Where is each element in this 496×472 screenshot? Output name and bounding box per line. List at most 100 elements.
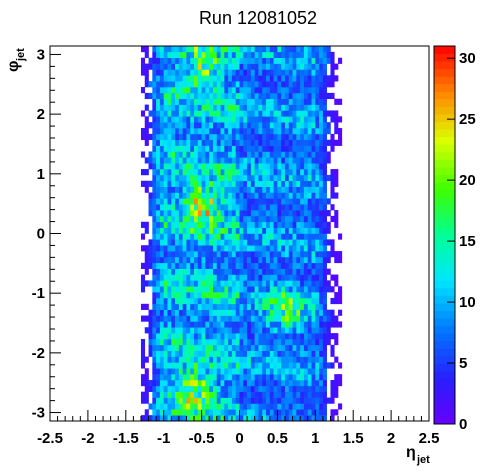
heatmap-cell xyxy=(159,151,164,158)
heatmap-cell xyxy=(186,75,191,82)
heatmap-cell xyxy=(281,397,286,404)
heatmap-cell xyxy=(296,104,301,111)
heatmap-cell xyxy=(194,362,199,369)
heatmap-cell xyxy=(159,379,164,387)
heatmap-cell xyxy=(330,63,335,70)
heatmap-cell xyxy=(224,333,229,340)
heatmap-cell xyxy=(284,280,290,287)
heatmap-cell xyxy=(303,415,309,422)
heatmap-cell xyxy=(300,379,305,387)
heatmap-cell xyxy=(197,315,202,322)
heatmap-cell xyxy=(224,57,229,64)
heatmap-cell xyxy=(220,409,225,416)
heatmap-cell xyxy=(194,344,199,351)
heatmap-cell xyxy=(292,157,297,164)
heatmap-cell xyxy=(254,333,259,340)
heatmap-cell xyxy=(163,415,168,422)
heatmap-cell xyxy=(250,344,255,351)
heatmap-cell xyxy=(159,145,164,152)
heatmap-cell xyxy=(262,215,267,223)
heatmap-cell xyxy=(212,204,218,211)
heatmap-cell xyxy=(254,227,259,234)
heatmap-cell xyxy=(178,385,183,392)
heatmap-cell xyxy=(303,186,309,193)
heatmap-cell xyxy=(205,215,210,223)
heatmap-cell xyxy=(228,233,233,240)
heatmap-cell xyxy=(247,256,252,264)
heatmap-cell xyxy=(171,151,176,158)
heatmap-cell xyxy=(220,303,225,310)
heatmap-cell xyxy=(197,122,202,129)
heatmap-cell xyxy=(201,251,206,258)
heatmap-cell xyxy=(228,297,233,305)
heatmap-cell xyxy=(167,403,172,410)
heatmap-cell xyxy=(186,145,191,152)
heatmap-cell xyxy=(186,133,191,141)
heatmap-cell xyxy=(330,192,335,199)
heatmap-cell xyxy=(239,186,244,193)
heatmap-cell xyxy=(201,63,206,70)
color-scale-band xyxy=(434,83,455,92)
heatmap-cell xyxy=(307,46,312,53)
heatmap-cell xyxy=(216,338,221,346)
heatmap-cell xyxy=(144,397,149,404)
heatmap-cell xyxy=(277,210,282,217)
heatmap-cell xyxy=(190,327,195,334)
heatmap-cell xyxy=(250,251,255,258)
heatmap-cell xyxy=(197,239,202,246)
heatmap-cell xyxy=(296,145,301,152)
heatmap-cell xyxy=(300,309,305,316)
heatmap-cell xyxy=(266,374,271,381)
heatmap-cell xyxy=(281,133,286,141)
heatmap-cell xyxy=(209,104,214,111)
heatmap-cell xyxy=(228,385,233,392)
heatmap-cell xyxy=(205,51,210,59)
heatmap-cell xyxy=(303,409,309,416)
heatmap-cell xyxy=(292,292,297,299)
heatmap-cell xyxy=(322,338,327,346)
heatmap-cell xyxy=(273,321,278,328)
heatmap-cell xyxy=(182,309,187,316)
heatmap-cell xyxy=(296,233,301,240)
heatmap-cell xyxy=(190,303,195,310)
heatmap-cell xyxy=(296,46,301,53)
heatmap-cell xyxy=(311,186,316,193)
heatmap-cell xyxy=(247,333,252,340)
heatmap-cell xyxy=(209,63,214,70)
heatmap-cell xyxy=(296,362,301,369)
heatmap-cell xyxy=(152,157,157,164)
heatmap-cell xyxy=(228,280,233,287)
heatmap-cell xyxy=(156,368,161,375)
heatmap-cell xyxy=(156,163,161,170)
heatmap-cell xyxy=(167,145,172,152)
heatmap-cell xyxy=(159,374,164,381)
heatmap-cell xyxy=(190,198,195,205)
heatmap-cell xyxy=(152,297,157,305)
heatmap-cell xyxy=(243,186,248,193)
heatmap-cell xyxy=(197,186,202,193)
heatmap-cell xyxy=(315,245,320,252)
heatmap-cell xyxy=(228,268,233,275)
heatmap-cell xyxy=(182,122,187,129)
heatmap-cell xyxy=(212,268,218,275)
heatmap-cell xyxy=(205,274,210,281)
heatmap-cell xyxy=(319,262,324,269)
heatmap-cell xyxy=(315,397,320,404)
heatmap-cell xyxy=(269,251,274,258)
heatmap-cell xyxy=(159,215,164,223)
heatmap-cell xyxy=(296,403,301,410)
heatmap-cell xyxy=(300,98,305,105)
heatmap-cell xyxy=(190,122,195,129)
heatmap-cell xyxy=(322,239,327,246)
heatmap-cell xyxy=(205,204,210,211)
heatmap-cell xyxy=(239,57,244,64)
heatmap-cell xyxy=(254,397,259,404)
heatmap-cell xyxy=(201,303,206,310)
heatmap-cell xyxy=(163,356,168,363)
heatmap-cell xyxy=(175,116,180,123)
heatmap-cell xyxy=(163,321,168,328)
heatmap-cell xyxy=(288,344,293,351)
heatmap-cell xyxy=(231,87,237,94)
heatmap-cell xyxy=(209,186,214,193)
heatmap-cell xyxy=(194,46,199,53)
